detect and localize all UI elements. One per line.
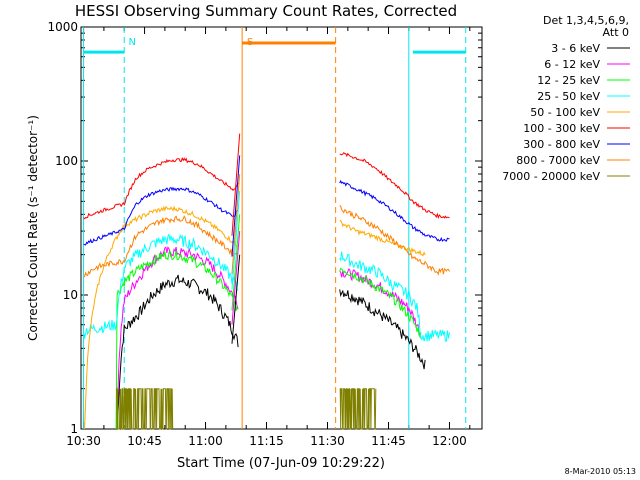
legend-title: Det 1,3,4,5,6,9,	[543, 14, 629, 27]
plot-area: 1 10 100 1000 10:30 10:45 11:00 11:15 11:30 11:4…	[47, 20, 483, 448]
series-line	[115, 250, 422, 430]
footer-date: 8-Mar-2010 05:13	[565, 467, 636, 476]
x-tick-label: 10:45	[127, 434, 162, 448]
x-tick-label: 10:30	[66, 434, 101, 448]
series-line	[83, 233, 450, 342]
chart-title: HESSI Observing Summary Count Rates, Cor…	[75, 2, 457, 20]
legend-label: 7000 - 20000 keV	[502, 170, 600, 183]
legend: Det 1,3,4,5,6,9, Att 0 3 - 6 keV 6 - 12 k…	[502, 14, 630, 183]
y-tick-label: 100	[55, 154, 78, 168]
marker-label: S	[247, 37, 253, 48]
y-tick-label: 1000	[47, 20, 78, 34]
flare-spike	[231, 254, 241, 344]
legend-label: 12 - 25 keV	[537, 74, 600, 87]
series-line	[83, 179, 450, 246]
x-axis-label: Start Time (07-Jun-09 10:29:22)	[177, 456, 385, 471]
series-spiky	[339, 388, 377, 430]
legend-label: 25 - 50 keV	[537, 90, 600, 103]
flare-spike	[231, 133, 241, 236]
legend-label: 3 - 6 keV	[551, 42, 600, 55]
flare-spike	[231, 155, 241, 257]
series-spiky	[116, 388, 174, 430]
legend-subtitle: Att 0	[603, 26, 629, 39]
time-markers	[83, 27, 467, 429]
legend-label: 800 - 7000 keV	[516, 154, 600, 167]
y-tick-label: 10	[63, 288, 78, 302]
series-line	[84, 205, 426, 430]
y-axis-ticks: 1 10 100 1000	[47, 20, 482, 436]
legend-entries: 3 - 6 keV 6 - 12 keV 12 - 25 keV 25 - 50 ke…	[502, 42, 630, 183]
legend-label: 50 - 100 keV	[530, 106, 600, 119]
x-tick-label: 12:00	[432, 434, 467, 448]
y-tick-label: 1	[70, 422, 78, 436]
x-tick-label: 11:00	[188, 434, 223, 448]
series-line	[83, 151, 450, 220]
flare-spike	[231, 190, 241, 290]
marker-label: N	[128, 37, 135, 48]
legend-label: 100 - 300 keV	[523, 122, 600, 135]
legend-label: 300 - 800 keV	[523, 138, 600, 151]
series-line	[116, 246, 422, 423]
flare-spike	[231, 214, 241, 311]
plot-frame	[80, 26, 483, 430]
flare-spike	[231, 173, 241, 275]
x-tick-label: 11:45	[371, 434, 406, 448]
series-group	[83, 133, 450, 430]
series-line	[83, 204, 450, 278]
x-tick-label: 11:15	[249, 434, 284, 448]
series-line	[116, 274, 426, 430]
x-tick-label: 11:30	[310, 434, 345, 448]
legend-label: 6 - 12 keV	[544, 58, 600, 71]
flare-spike	[231, 231, 241, 325]
y-axis-label: Corrected Count Rate (s⁻¹ detector⁻¹)	[26, 115, 40, 341]
x-axis-ticks: 10:30 10:45 11:00 11:15 11:30 11:45 12:00	[66, 27, 471, 448]
